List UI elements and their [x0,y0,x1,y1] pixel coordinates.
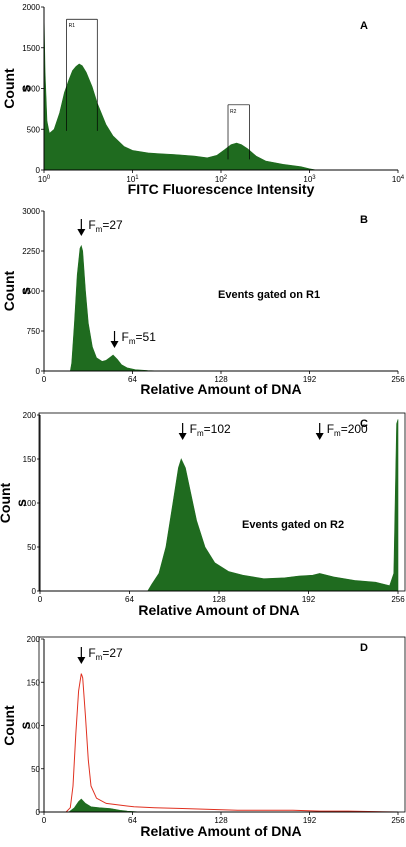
x-tick-label: 192 [303,375,317,384]
x-tick-label: 256 [391,375,405,384]
x-tick-label: 256 [391,816,405,825]
x-tick-label: 104 [392,175,405,184]
x-tick-label: 102 [215,175,228,184]
x-axis-label: Relative Amount of DNA [138,602,299,618]
y-tick-label: 150 [27,678,41,687]
fm-annotation: Fm=27 [77,646,123,664]
x-tick-label: 64 [125,595,134,604]
arrow-head-icon [315,433,324,440]
y-tick-label: 2250 [22,247,40,256]
fm-annotation: Fm=51 [110,330,157,348]
y-axis-label: Count [1,270,17,311]
y-tick-label: 1500 [22,44,40,53]
x-axis-label: FITC Fluorescence Intensity [128,181,315,197]
fm-annotation: Fm=27 [77,218,123,236]
y-axis-label-suffix: s [17,721,33,729]
fm-annotation: Fm=200 [315,422,368,440]
y-tick-label: 0 [36,166,41,175]
y-tick-label: 0 [32,587,37,596]
arrow-head-icon [110,341,119,348]
y-tick-label: 150 [23,455,37,464]
histogram-area [40,419,399,592]
y-axis-label-suffix: s [13,499,29,507]
x-tick-label: 192 [302,595,316,604]
panel-letter: C [360,418,368,430]
x-tick-label: 101 [126,175,139,184]
y-tick-label: 0 [36,367,41,376]
x-tick-label: 64 [128,375,137,384]
x-tick-label: 0 [42,375,47,384]
arrow-head-icon [178,433,187,440]
y-tick-label: 1500 [22,287,40,296]
histogram-area [44,244,398,372]
fm-label: Fm=27 [88,646,123,662]
y-tick-label: 200 [27,635,41,644]
x-axis-label: Relative Amount of DNA [140,381,301,397]
x-tick-label: 128 [212,595,226,604]
arrow-head-icon [77,657,86,664]
y-axis-label-suffix: s [17,287,33,295]
panel-letter: D [360,642,368,654]
panel-letter: A [360,20,368,32]
y-tick-label: 750 [27,327,41,336]
panel-c: 0 50 100 150 200 0 64 128 192 256 Relative Amount … [0,411,406,618]
y-tick-label: 100 [27,722,41,731]
y-tick-label: 200 [23,411,37,420]
y-tick-label: 2000 [22,3,40,12]
arrow-head-icon [77,229,86,236]
x-tick-label: 128 [214,816,228,825]
y-axis-label: Count [1,68,17,109]
panel-b: 0 750 1500 2250 3000 0 64 128 192 256 Relative Amo… [1,207,405,397]
fm-label: Fm=102 [190,422,231,438]
x-tick-label: 103 [303,175,316,184]
y-axis-label-suffix: s [17,84,33,92]
y-tick-label: 0 [36,808,41,817]
panel-d: 0 50 100 150 200 0 64 128 192 256 Relative Amount … [1,635,406,839]
histogram-line [44,673,399,813]
gating-note: Events gated on R1 [218,289,320,301]
gating-note: Events gated on R2 [242,519,344,531]
y-tick-label: 3000 [22,207,40,216]
y-tick-label: 500 [27,125,41,134]
y-tick-label: 100 [23,499,37,508]
y-tick-label: 1000 [22,85,40,94]
x-tick-label: 64 [128,816,137,825]
panel-frame [38,636,406,813]
fm-annotation: Fm=102 [178,422,231,440]
y-tick-label: 50 [27,543,36,552]
x-tick-label: 256 [391,595,405,604]
fm-label: Fm=200 [327,422,368,438]
x-tick-label: 192 [303,816,317,825]
fm-label: Fm=51 [122,330,157,346]
y-axis-label: Count [0,482,13,523]
gate-label: R2 [230,109,237,115]
x-tick-label: 128 [214,375,228,384]
panel-letter: B [360,214,368,226]
y-axis-label: Count [1,705,17,746]
panel-a: 0 500 1000 1500 2000 100 101 102 103 104 FITC Fluo… [1,3,405,197]
x-tick-label: 0 [38,595,43,604]
x-tick-label: 100 [38,175,51,184]
x-axis-label: Relative Amount of DNA [140,823,301,839]
y-tick-label: 50 [31,765,40,774]
panel-frame [38,412,406,592]
histogram-area [43,11,317,171]
x-tick-label: 0 [42,816,47,825]
gate-label: R1 [69,23,76,29]
fm-label: Fm=27 [88,218,123,234]
